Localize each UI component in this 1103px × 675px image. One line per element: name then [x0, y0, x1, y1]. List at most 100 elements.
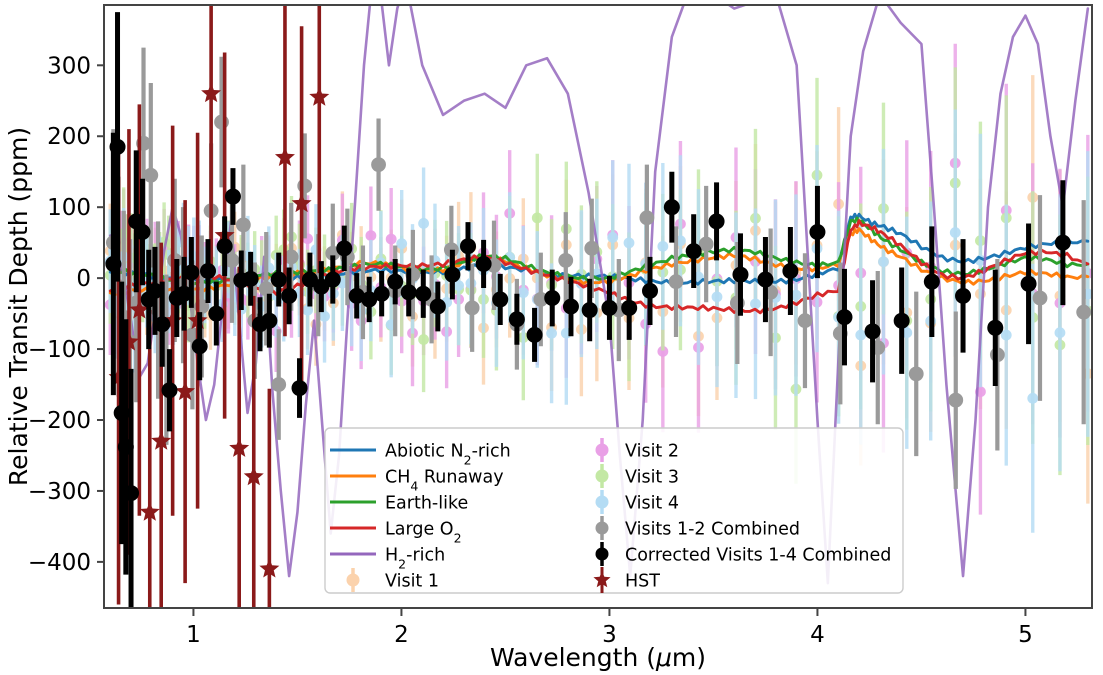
- legend-entry-label: Visits 1-2 Combined: [625, 520, 800, 540]
- data-point: [893, 312, 910, 329]
- data-point: [657, 346, 669, 357]
- y-tick-label: 200: [47, 124, 91, 150]
- data-point: [621, 299, 638, 316]
- y-tick-label: −400: [28, 550, 91, 576]
- data-point: [878, 256, 889, 268]
- data-point: [271, 377, 287, 392]
- data-point-star: [118, 331, 139, 351]
- data-point: [864, 323, 881, 340]
- data-point: [732, 266, 749, 283]
- data-point: [531, 212, 543, 224]
- data-point: [923, 273, 940, 290]
- data-point: [400, 284, 417, 301]
- legend-star-swatch: [593, 571, 611, 588]
- legend-entry[interactable]: Earth-like: [330, 494, 468, 514]
- data-point: [1027, 392, 1039, 404]
- legend-entry[interactable]: Corrected Visits 1-4 Combined: [595, 542, 892, 566]
- data-point: [797, 313, 813, 329]
- legend-marker-swatch: [346, 573, 360, 587]
- data-point: [533, 292, 549, 307]
- legend-entry-label: Visit 2: [625, 442, 679, 462]
- data-point: [790, 289, 802, 301]
- data-point-star: [201, 83, 222, 103]
- legend-entry[interactable]: Visit 4: [595, 490, 680, 514]
- legend-entry[interactable]: Visit 2: [595, 438, 680, 462]
- data-point: [361, 291, 378, 308]
- data-point: [258, 281, 274, 297]
- data-point-star: [129, 299, 150, 319]
- data-point: [948, 392, 964, 408]
- data-point: [809, 224, 826, 241]
- data-point: [1000, 329, 1012, 341]
- data-point-star: [108, 366, 129, 386]
- y-axis-label: Relative Transit Depth (ppm): [4, 127, 33, 486]
- data-point: [373, 285, 390, 302]
- legend-entry[interactable]: Visits 1-2 Combined: [595, 516, 801, 540]
- legend-entry[interactable]: Visit 3: [595, 464, 680, 488]
- data-point: [668, 274, 684, 290]
- data-point: [663, 199, 680, 216]
- data-point: [517, 287, 529, 299]
- data-point: [123, 485, 140, 502]
- legend-box: [324, 427, 904, 594]
- data-point: [301, 271, 318, 288]
- data-point: [302, 304, 313, 316]
- data-point-star: [259, 558, 280, 578]
- data-point: [526, 326, 543, 343]
- data-point: [508, 311, 525, 328]
- data-point: [708, 213, 725, 230]
- y-tick-label: −100: [28, 337, 91, 363]
- data-point: [216, 238, 233, 255]
- data-point: [711, 291, 723, 303]
- data-point-star: [291, 193, 312, 213]
- data-point: [607, 232, 619, 243]
- data-point: [291, 380, 308, 397]
- data-point: [623, 237, 635, 249]
- data-point: [601, 299, 618, 316]
- legend-marker-swatch: [595, 469, 609, 483]
- legend-marker-swatch: [595, 443, 609, 457]
- data-point: [270, 271, 287, 288]
- legend-marker-swatch: [595, 521, 609, 535]
- data-point: [657, 240, 669, 252]
- data-point: [987, 319, 1004, 336]
- x-tick-label: 5: [1018, 622, 1033, 648]
- data-point: [1020, 275, 1037, 292]
- data-point: [750, 298, 761, 310]
- legend-entry-label: Visit 3: [625, 468, 679, 488]
- data-point: [283, 249, 299, 265]
- data-point: [235, 217, 251, 233]
- data-point: [504, 251, 516, 263]
- legend-entry[interactable]: Visit 1: [346, 568, 440, 592]
- data-point: [191, 338, 208, 355]
- data-point: [546, 327, 557, 339]
- data-point: [836, 309, 853, 326]
- data-point: [1054, 327, 1066, 339]
- y-tick-label: 100: [47, 195, 91, 221]
- data-point-star: [274, 147, 295, 167]
- x-axis-label: Wavelength (μm): [490, 643, 706, 672]
- y-tick-label: −300: [28, 479, 91, 505]
- data-point: [365, 230, 377, 242]
- data-point: [955, 287, 972, 304]
- data-point: [154, 316, 171, 333]
- data-point: [562, 298, 579, 315]
- data-point: [324, 271, 341, 288]
- data-point: [444, 266, 461, 283]
- data-point: [581, 302, 598, 319]
- x-tick-label: 1: [186, 622, 201, 648]
- legend-entry-label: Corrected Visits 1-4 Combined: [625, 546, 891, 566]
- x-tick-label: 4: [810, 622, 825, 648]
- data-point: [908, 366, 924, 382]
- data-point-star: [243, 466, 264, 486]
- data-point: [176, 285, 193, 302]
- data-point: [642, 282, 658, 299]
- data-point: [348, 287, 365, 304]
- data-point: [281, 287, 298, 304]
- data-point: [949, 227, 961, 238]
- data-point: [224, 188, 241, 205]
- data-point-star: [139, 501, 160, 521]
- legend-entry[interactable]: HST: [593, 567, 660, 593]
- data-point-star: [162, 310, 183, 330]
